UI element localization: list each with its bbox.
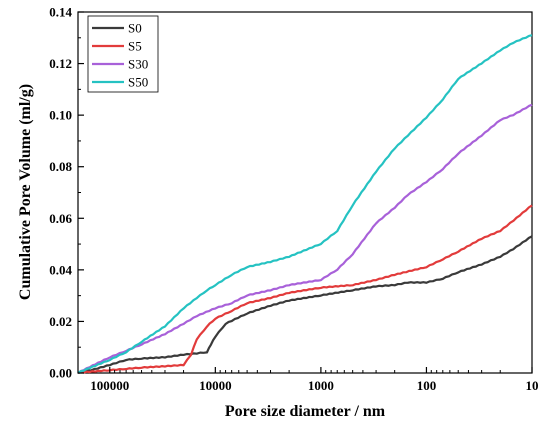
y-tick-label: 0.06 — [49, 211, 72, 226]
legend-label-s0: S0 — [128, 21, 142, 36]
x-axis-title: Pore size diameter / nm — [225, 403, 386, 420]
x-tick-label: 100000 — [90, 378, 129, 393]
y-tick-label: 0.10 — [49, 108, 72, 123]
x-tick-label: 10 — [526, 378, 539, 393]
y-axis-title: Cumulative Pore Volume (ml/g) — [17, 84, 34, 300]
y-tick-label: 0.14 — [49, 5, 72, 20]
series-line-s0 — [77, 235, 533, 375]
legend: S0 S5 S30 S50 — [87, 15, 159, 93]
legend-label-s5: S5 — [128, 39, 142, 54]
y-tick-label: 0.12 — [49, 56, 72, 71]
series-line-s50 — [77, 34, 533, 374]
legend-label-s50: S50 — [128, 75, 148, 90]
x-tick-label: 100 — [417, 378, 437, 393]
series-line-s5 — [77, 204, 533, 375]
y-tick-label: 0.02 — [49, 314, 72, 329]
y-tick-label: 0.00 — [49, 366, 72, 381]
x-axis: 100000 10000 1000 100 10 — [77, 367, 539, 393]
series-line-s30 — [77, 103, 533, 374]
y-axis: 0.00 0.02 0.04 0.06 0.08 0.10 0.12 0.14 — [49, 5, 84, 381]
legend-label-s30: S30 — [128, 57, 148, 72]
series-layer — [77, 34, 533, 375]
y-tick-label: 0.08 — [49, 159, 72, 174]
y-tick-label: 0.04 — [49, 262, 72, 277]
x-tick-label: 10000 — [199, 378, 232, 393]
x-tick-label: 1000 — [308, 378, 334, 393]
